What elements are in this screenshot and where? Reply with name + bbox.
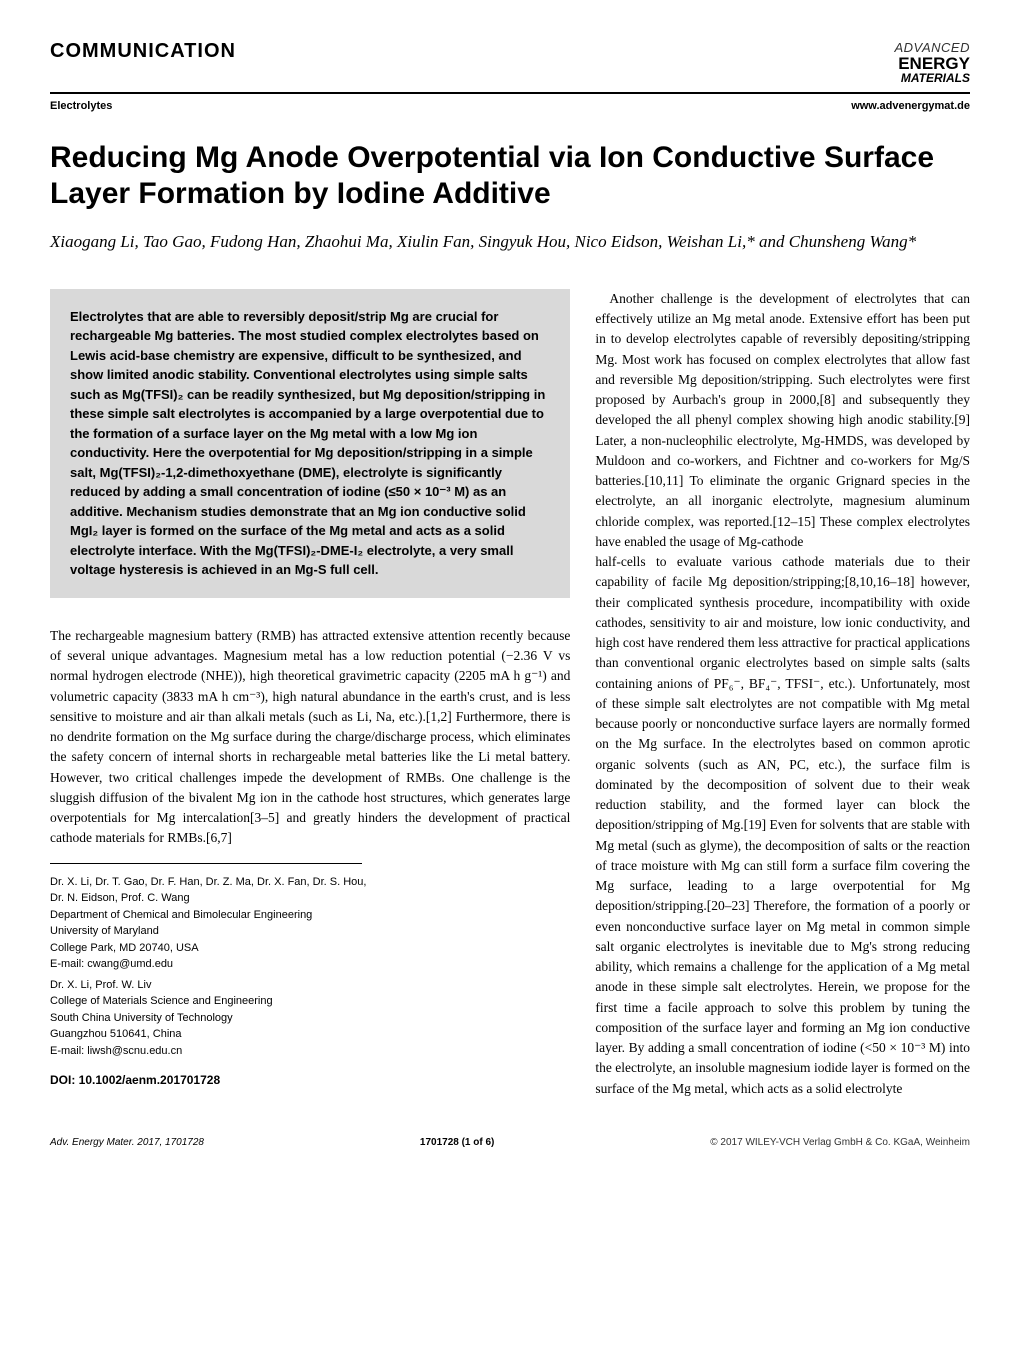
affil-line: South China University of Technology bbox=[50, 1010, 570, 1027]
website-url: www.advenergymat.de bbox=[851, 100, 970, 112]
page-container: COMMUNICATION ADVANCED ENERGY MATERIALS … bbox=[0, 0, 1020, 1178]
affil-line: College of Materials Science and Enginee… bbox=[50, 993, 570, 1010]
affil-line: College Park, MD 20740, USA bbox=[50, 940, 570, 957]
body-paragraph-2-cont: half-cells to evaluate various cathode m… bbox=[595, 552, 970, 1099]
affil-line: University of Maryland bbox=[50, 923, 570, 940]
affil-line: Dr. N. Eidson, Prof. C. Wang bbox=[50, 890, 570, 907]
abstract-text: Electrolytes that are able to reversibly… bbox=[70, 307, 550, 580]
doi-label: DOI: 10.1002/aenm.201701728 bbox=[50, 1073, 570, 1087]
footer-page-number: 1701728 (1 of 6) bbox=[420, 1137, 495, 1148]
logo-line-energy: ENERGY bbox=[894, 55, 970, 72]
footer-copyright: © 2017 WILEY-VCH Verlag GmbH & Co. KGaA,… bbox=[710, 1137, 970, 1148]
right-column: Another challenge is the development of … bbox=[595, 289, 970, 1099]
left-column: Electrolytes that are able to reversibly… bbox=[50, 289, 570, 1099]
author-list: Xiaogang Li, Tao Gao, Fudong Han, Zhaohu… bbox=[50, 230, 970, 254]
affil-line: Dr. X. Li, Prof. W. Liv bbox=[50, 977, 570, 994]
communication-label: COMMUNICATION bbox=[50, 40, 236, 63]
journal-logo: ADVANCED ENERGY MATERIALS bbox=[894, 40, 970, 84]
affil-line: Guangzhou 510641, China bbox=[50, 1026, 570, 1043]
abstract-box: Electrolytes that are able to reversibly… bbox=[50, 289, 570, 598]
affiliations-block: Dr. X. Li, Dr. T. Gao, Dr. F. Han, Dr. Z… bbox=[50, 874, 570, 1060]
body-paragraph-2-intro: Another challenge is the development of … bbox=[595, 289, 970, 552]
two-column-content: Electrolytes that are able to reversibly… bbox=[50, 289, 970, 1099]
logo-line-advanced: ADVANCED bbox=[894, 40, 970, 55]
logo-line-materials: MATERIALS bbox=[894, 72, 970, 84]
affil-line: Department of Chemical and Bimolecular E… bbox=[50, 907, 570, 924]
subheader-row: Electrolytes www.advenergymat.de bbox=[50, 100, 970, 112]
footer-citation: Adv. Energy Mater. 2017, 1701728 bbox=[50, 1137, 204, 1148]
affil-email: E-mail: cwang@umd.edu bbox=[50, 956, 570, 973]
page-header: COMMUNICATION ADVANCED ENERGY MATERIALS bbox=[50, 40, 970, 94]
affil-line: Dr. X. Li, Dr. T. Gao, Dr. F. Han, Dr. Z… bbox=[50, 874, 570, 891]
page-footer: Adv. Energy Mater. 2017, 1701728 1701728… bbox=[50, 1129, 970, 1148]
category-label: Electrolytes bbox=[50, 100, 112, 112]
body-paragraph-1: The rechargeable magnesium battery (RMB)… bbox=[50, 626, 570, 849]
affiliation-divider bbox=[50, 863, 362, 864]
affil-email: E-mail: liwsh@scnu.edu.cn bbox=[50, 1043, 570, 1060]
article-title: Reducing Mg Anode Overpotential via Ion … bbox=[50, 140, 970, 212]
